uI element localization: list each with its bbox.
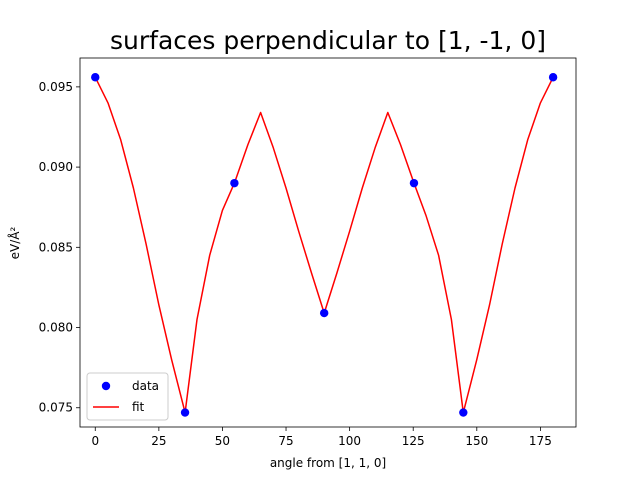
x-tick-label: 25 [151, 434, 166, 448]
y-tick-label: 0.085 [39, 240, 73, 254]
x-tick-label: 150 [465, 434, 488, 448]
y-tick-label: 0.090 [39, 160, 73, 174]
legend: data fit [86, 372, 169, 421]
legend-marker-data [101, 381, 111, 391]
y-tick-label: 0.080 [39, 321, 73, 335]
x-tick-label: 75 [278, 434, 293, 448]
y-tick-label: 0.095 [39, 80, 73, 94]
axes: 0 25 50 75 100 125 150 175 0.075 0.080 0.085 0.090 0… [39, 57, 577, 448]
x-tick-label: 175 [529, 434, 552, 448]
data-point [319, 308, 329, 318]
series-line-fit [94, 76, 554, 414]
x-axis-label: angle from [1, 1, 0] [270, 456, 386, 470]
x-tick-label: 50 [215, 434, 230, 448]
data-point [459, 408, 468, 417]
x-tick-label: 0 [91, 434, 99, 448]
legend-label-fit: fit [132, 400, 145, 414]
data-point [230, 178, 239, 188]
plot-frame [79, 57, 577, 428]
x-tick-label: 125 [402, 434, 425, 448]
data-point [409, 178, 419, 188]
y-tick-label: 0.075 [39, 401, 73, 415]
x-tick-label: 100 [338, 434, 361, 448]
legend-label-data: data [132, 379, 159, 393]
data-point [180, 408, 190, 417]
data-point [91, 73, 100, 82]
chart-title: surfaces perpendicular to [1, -1, 0] [110, 26, 546, 55]
plot-area [91, 73, 558, 417]
y-axis-label: eV/Å² [7, 226, 22, 259]
data-point [548, 73, 558, 82]
